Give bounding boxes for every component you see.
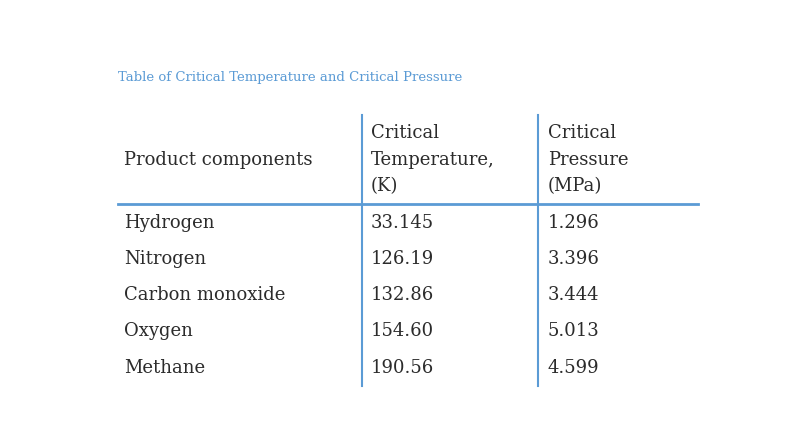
Text: Methane: Methane	[124, 359, 205, 376]
Text: 190.56: 190.56	[371, 359, 434, 376]
Text: 3.396: 3.396	[548, 250, 599, 268]
Text: 33.145: 33.145	[371, 214, 434, 231]
Text: Nitrogen: Nitrogen	[124, 250, 206, 268]
Text: 132.86: 132.86	[371, 286, 434, 304]
Text: Table of Critical Temperature and Critical Pressure: Table of Critical Temperature and Critic…	[118, 70, 462, 84]
Text: Critical
Temperature,
(K): Critical Temperature, (K)	[371, 124, 494, 195]
Text: 5.013: 5.013	[548, 322, 599, 340]
Text: Critical
Pressure
(MPa): Critical Pressure (MPa)	[548, 124, 628, 195]
Text: 126.19: 126.19	[371, 250, 434, 268]
Text: 1.296: 1.296	[548, 214, 599, 231]
Text: 154.60: 154.60	[371, 322, 434, 340]
Text: Product components: Product components	[124, 151, 313, 169]
Text: 3.444: 3.444	[548, 286, 599, 304]
Text: Oxygen: Oxygen	[124, 322, 193, 340]
Text: Carbon monoxide: Carbon monoxide	[124, 286, 286, 304]
Text: Hydrogen: Hydrogen	[124, 214, 215, 231]
Text: 4.599: 4.599	[548, 359, 599, 376]
